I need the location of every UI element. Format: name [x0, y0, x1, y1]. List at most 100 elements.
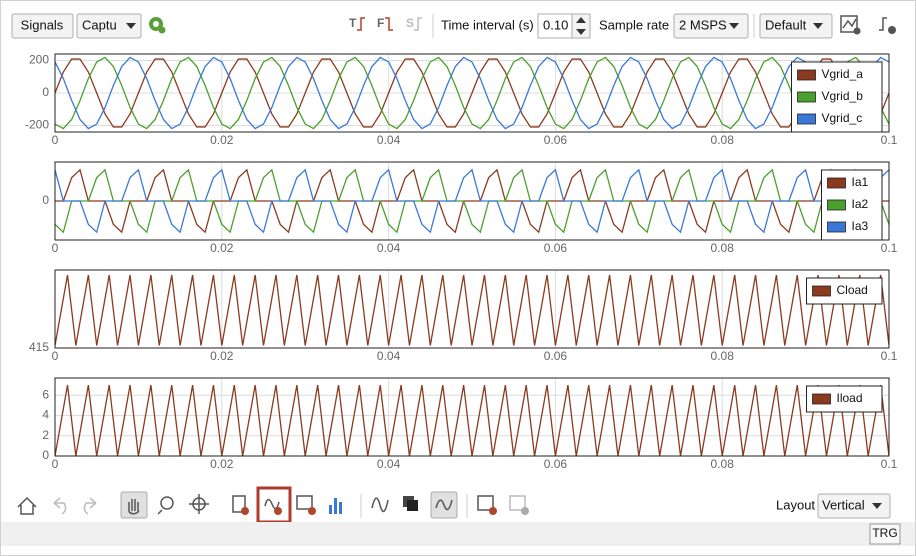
time-interval-label: Time interval (s) [441, 17, 534, 32]
x-tick-label: 0 [52, 457, 59, 471]
undo-icon[interactable] [53, 497, 67, 515]
y-tick-label: -200 [25, 118, 49, 132]
time-interval-value: 0.10 [543, 17, 568, 32]
signals-label: Signals [21, 17, 64, 32]
charts: 0 0.02 0.04 0.06 0.08 0.1-2000200Vgrid_aVgrid… [25, 53, 898, 472]
x-tick-label: 0.04 [377, 457, 401, 471]
sample-rate-select[interactable] [673, 13, 749, 39]
x-tick-label: 0.08 [711, 133, 735, 147]
pan-button[interactable] [120, 491, 148, 519]
y-tick-label: 0 [42, 193, 49, 207]
redo-icon[interactable] [83, 497, 97, 515]
series-line [55, 168, 889, 234]
x-tick-label: 0.06 [544, 457, 568, 471]
series-line [55, 168, 889, 234]
legend-swatch [797, 113, 816, 125]
x-tick-label: 0 [52, 241, 59, 255]
plot-panel: 0 0.02 0.04 0.06 0.08 0.1 0 Ia1 Ia2 Ia3 [42, 161, 898, 255]
y-tick-label: 6 [42, 387, 49, 401]
status-box [869, 523, 901, 545]
dropdown-arrow [126, 23, 136, 29]
x-tick-label: 0.06 [544, 241, 568, 255]
capture-select[interactable] [76, 13, 142, 39]
series-line [55, 56, 889, 130]
sample-rate-value: 2 MSPS [679, 17, 727, 32]
options-icon[interactable] [509, 495, 529, 515]
legend-label: Ia1 [852, 175, 869, 189]
x-tick-label: 0.02 [210, 241, 234, 255]
x-tick-label: 0.06 [544, 133, 568, 147]
settings-icon[interactable] [149, 17, 166, 34]
legend-swatch [827, 177, 846, 189]
legend-label: Iload [837, 391, 863, 405]
x-tick-label: 0.04 [377, 349, 401, 363]
series-line [55, 168, 889, 234]
legend-label: Ia3 [852, 219, 869, 233]
statistics-icon[interactable] [329, 498, 342, 514]
sample-rate-label: Sample rate [599, 17, 669, 32]
plot-area [55, 270, 889, 348]
zoom-region-icon[interactable] [189, 494, 209, 514]
plot-border [54, 377, 890, 457]
y-tick-label: 4 [42, 408, 49, 422]
layout-select[interactable] [817, 493, 891, 519]
plot-area [55, 378, 889, 456]
legend-swatch [827, 199, 846, 211]
x-tick-label: 0.02 [210, 457, 234, 471]
cursor-icon [435, 499, 453, 511]
legend-swatch [812, 393, 831, 405]
home-icon[interactable] [17, 496, 37, 515]
plot-panel: 0 0.02 0.04 0.06 0.08 0.1 415 Cload [29, 269, 898, 363]
y-tick-label: 200 [29, 53, 49, 67]
x-tick-label: 0.02 [210, 349, 234, 363]
trigger-rising-icon[interactable]: T [349, 16, 365, 31]
legend-swatch [812, 285, 831, 297]
x-tick-label: 0.1 [881, 349, 898, 363]
trigger-single-icon[interactable]: S [406, 16, 422, 31]
signals-button[interactable] [11, 13, 74, 39]
y-tick-label: 415 [29, 340, 49, 354]
trigger-settings-icon[interactable] [879, 17, 896, 34]
x-tick-label: 0.08 [711, 241, 735, 255]
export-data-icon[interactable] [232, 495, 249, 515]
pan-icon [128, 499, 140, 515]
trigger-icon-label: T [349, 16, 357, 30]
plot-settings-icon[interactable] [840, 15, 861, 35]
series-line [55, 274, 889, 346]
legend: Vgrid_a Vgrid_b Vgrid_c [791, 61, 883, 133]
plot-border [54, 269, 890, 349]
y-tick-label: 2 [42, 428, 49, 442]
plot-panel: 0 0.02 0.04 0.06 0.08 0.1-2000200Vgrid_aVgrid… [25, 53, 898, 148]
trigger-falling-icon[interactable]: F [377, 16, 393, 31]
plot-border [54, 161, 890, 241]
x-tick-label: 0 [52, 349, 59, 363]
spinner[interactable] [571, 13, 591, 39]
dropdown-arrow [813, 23, 823, 29]
zoom-icon[interactable] [157, 496, 174, 515]
export-waveform-icon[interactable] [264, 498, 282, 515]
series-line [55, 384, 889, 456]
x-tick-label: 0.08 [711, 457, 735, 471]
capture-label: Captu [82, 17, 117, 32]
legend: Cload [806, 277, 883, 305]
layout-value: Vertical [822, 497, 865, 512]
x-tick-label: 0.08 [711, 349, 735, 363]
legend-label: Ia2 [852, 197, 869, 211]
legend-swatch [827, 221, 846, 233]
preset-select[interactable] [759, 13, 833, 39]
overlay-icon[interactable] [403, 496, 418, 511]
check-icon[interactable] [477, 495, 497, 515]
export-image-icon[interactable] [296, 495, 316, 515]
legend-label: Vgrid_c [822, 111, 863, 125]
plot-panel: 0 0.02 0.04 0.06 0.08 0.1 0 2 4 6 Iload [42, 377, 898, 471]
waveform-icon[interactable] [371, 497, 389, 513]
legend-swatch [797, 69, 816, 81]
legend-label: Vgrid_b [822, 89, 864, 103]
trigger-icon-label: F [377, 16, 384, 30]
x-tick-label: 0.04 [377, 241, 401, 255]
legend-label: Vgrid_a [822, 67, 864, 81]
x-tick-label: 0.06 [544, 349, 568, 363]
y-tick-label: 0 [42, 85, 49, 99]
series-line [55, 58, 889, 128]
plot-border [54, 53, 890, 133]
